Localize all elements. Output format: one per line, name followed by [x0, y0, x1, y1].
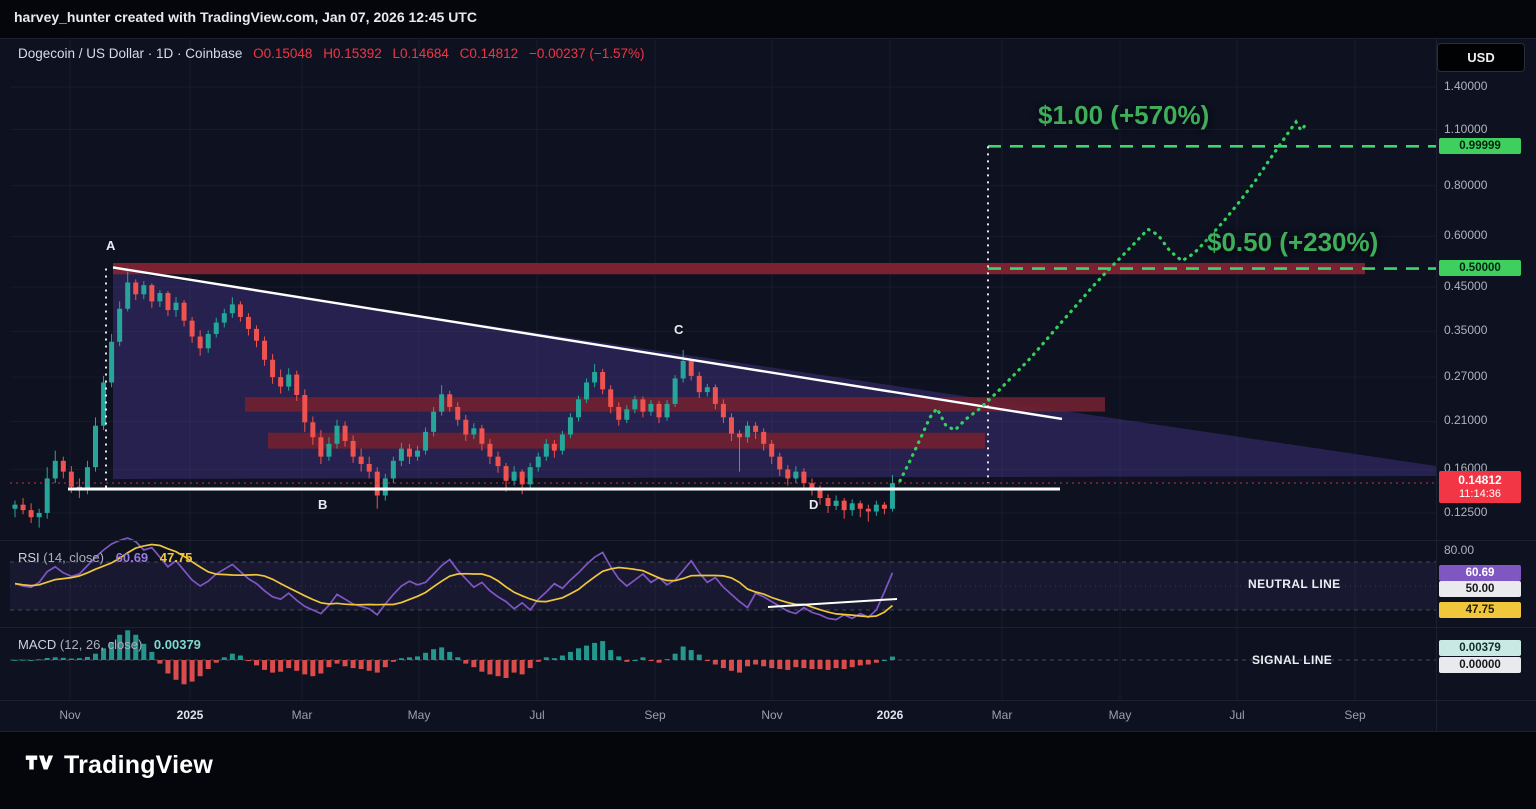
projection-path — [898, 119, 1307, 483]
point-label-c: C — [674, 322, 684, 337]
rsi-current-value: 60.69 — [115, 550, 149, 565]
price-axis-label: 1.10000 — [1444, 121, 1488, 136]
rsi-ma-badge: 47.75 — [1439, 602, 1521, 618]
time-axis-label: 2026 — [876, 708, 904, 722]
time-axis-label: Nov — [761, 708, 783, 722]
macd-pane-graphics — [10, 630, 1436, 685]
pane-separator-macd[interactable] — [0, 627, 1536, 628]
pane-separator-rsi[interactable] — [0, 540, 1536, 541]
resistance-band — [113, 262, 1365, 275]
time-axis-label: Jul — [529, 708, 545, 722]
price-axis-label: 0.27000 — [1444, 369, 1488, 384]
price-axis-label: 0.21000 — [1444, 413, 1488, 428]
ohlc-open: O0.15048 — [253, 46, 313, 61]
price-target-1-label: $1.00 (+570%) — [1038, 100, 1210, 130]
separator-time-axis — [0, 700, 1536, 701]
time-axis-label: Mar — [291, 708, 313, 722]
separator — [0, 38, 1536, 39]
price-change: −0.00237 (−1.57%) — [528, 46, 645, 61]
tradingview-logo[interactable]: TradingView — [24, 749, 213, 781]
rsi-value-badge: 60.69 — [1439, 565, 1521, 581]
price-target-2-label: $0.50 (+230%) — [1207, 227, 1379, 257]
time-axis-label: May — [1108, 708, 1132, 722]
rsi-mid-badge: 50.00 — [1439, 581, 1521, 597]
macd-value-badge: 0.00379 — [1439, 640, 1521, 656]
descending-trendline — [112, 266, 1063, 421]
current-price-badge: 0.14812 11:14:36 — [1439, 471, 1521, 503]
time-axis-label: Sep — [644, 708, 666, 722]
time-axis-label: 2025 — [176, 708, 204, 722]
rsi-params: (14, close) — [43, 550, 104, 565]
signal-line-label: SIGNAL LINE — [1252, 653, 1333, 667]
target-price-badge-1: 0.99999 — [1439, 138, 1521, 154]
rsi-title: RSI — [18, 550, 40, 565]
time-axis-label: Sep — [1344, 708, 1366, 722]
point-label-d: D — [809, 497, 819, 512]
time-axis-label: May — [407, 708, 431, 722]
separator-price-axis — [1436, 38, 1437, 731]
rsi-line — [14, 537, 894, 621]
currency-toggle-button[interactable]: USD — [1437, 43, 1525, 72]
ohlc-high: H0.15392 — [323, 46, 382, 61]
price-axis-label: 0.12500 — [1444, 504, 1488, 519]
bar-countdown: 11:14:36 — [1458, 487, 1501, 500]
ohlc-close: C0.14812 — [459, 46, 519, 61]
point-label-a: A — [106, 238, 116, 253]
rsi-axis-label: 80.00 — [1444, 543, 1475, 557]
time-axis-label: Jul — [1229, 708, 1245, 722]
point-label-b: B — [318, 497, 328, 512]
price-axis-label: 0.45000 — [1444, 279, 1488, 294]
tradingview-wordmark: TradingView — [64, 750, 214, 779]
resistance-band — [268, 432, 985, 449]
candlesticks — [12, 271, 895, 528]
price-axis-label: 0.35000 — [1444, 323, 1488, 338]
target-price-badge-05: 0.50000 — [1439, 260, 1521, 276]
rsi-pane-graphics — [10, 537, 1436, 621]
time-axis-label: Nov — [59, 708, 81, 722]
rsi-trendline — [767, 598, 898, 608]
rsi-ma-value: 47.75 — [159, 550, 193, 565]
macd-zero-badge: 0.00000 — [1439, 657, 1521, 673]
chart-legend: Dogecoin / US Dollar · 1D · Coinbase O0.… — [18, 46, 645, 61]
macd-params: (12, 26, close) — [59, 637, 143, 652]
macd-current-value: 0.00379 — [153, 637, 201, 652]
macd-pane-legend: MACD (12, 26, close) 0.00379 — [18, 637, 201, 652]
time-axis[interactable]: Nov 2025 Mar May Jul Sep Nov 2026 Mar May Jul Sep — [0, 700, 1436, 731]
rsi-ma-line — [14, 543, 893, 618]
chart-drawings — [113, 262, 1436, 479]
ohlc-low: L0.14684 — [392, 46, 449, 61]
tradingview-logo-icon — [24, 749, 54, 781]
trend-and-projection — [10, 119, 1436, 492]
separator-bottom — [0, 731, 1536, 732]
watermark-attribution: harvey_hunter created with TradingView.c… — [14, 9, 477, 25]
rsi-pane-legend: RSI (14, close) 60.69 47.75 — [18, 550, 192, 565]
price-axis-label: 1.40000 — [1444, 79, 1488, 93]
price-axis-label: 0.80000 — [1444, 177, 1488, 192]
top-strip — [0, 0, 1536, 38]
symbol-title[interactable]: Dogecoin / US Dollar · 1D · Coinbase — [18, 46, 243, 61]
current-price-value: 0.14812 — [1458, 473, 1502, 488]
neutral-line-label: NEUTRAL LINE — [1248, 577, 1341, 591]
descending-wedge — [113, 270, 1436, 479]
time-axis-label: Mar — [991, 708, 1013, 722]
price-axis-label: 0.60000 — [1444, 228, 1488, 243]
bottom-strip — [0, 731, 1536, 809]
macd-title: MACD — [18, 637, 57, 652]
